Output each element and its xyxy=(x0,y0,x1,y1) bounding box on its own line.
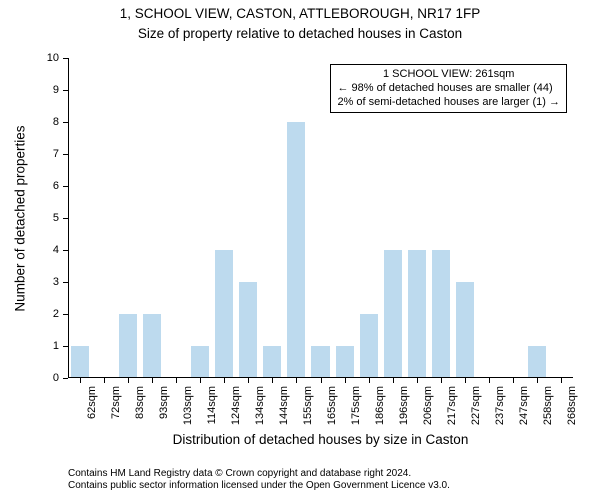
x-tick-mark xyxy=(489,378,490,383)
y-tick-mark xyxy=(63,154,68,155)
info-line-2: ← 98% of detached houses are smaller (44… xyxy=(337,82,560,96)
bar xyxy=(432,250,450,378)
x-tick-mark xyxy=(513,378,514,383)
bar xyxy=(528,346,546,378)
bar xyxy=(360,314,378,378)
bar xyxy=(384,250,402,378)
x-tick-mark xyxy=(345,378,346,383)
x-tick-mark xyxy=(417,378,418,383)
x-tick-mark xyxy=(248,378,249,383)
x-tick-label: 175sqm xyxy=(350,386,362,436)
x-tick-label: 124sqm xyxy=(230,386,242,436)
x-tick-mark xyxy=(296,378,297,383)
y-axis-title: Number of detached properties xyxy=(13,59,28,379)
y-tick-label: 2 xyxy=(35,308,59,320)
y-tick-label: 1 xyxy=(35,340,59,352)
bar xyxy=(456,282,474,378)
x-tick-mark xyxy=(272,378,273,383)
bar xyxy=(119,314,137,378)
y-tick-mark xyxy=(63,282,68,283)
y-tick-mark xyxy=(63,346,68,347)
y-tick-label: 0 xyxy=(35,372,59,384)
x-tick-mark xyxy=(80,378,81,383)
x-tick-mark xyxy=(321,378,322,383)
bar xyxy=(336,346,354,378)
x-tick-label: 93sqm xyxy=(158,386,170,436)
x-tick-label: 227sqm xyxy=(470,386,482,436)
y-tick-label: 7 xyxy=(35,148,59,160)
x-tick-mark xyxy=(369,378,370,383)
bar xyxy=(143,314,161,378)
bar xyxy=(215,250,233,378)
plot-area: 012345678910 62sqm72sqm83sqm93sqm103sqm1… xyxy=(68,58,573,378)
x-tick-mark xyxy=(104,378,105,383)
chart-subtitle: Size of property relative to detached ho… xyxy=(0,26,600,41)
x-tick-mark xyxy=(561,378,562,383)
y-tick-mark xyxy=(63,378,68,379)
y-tick-mark xyxy=(63,90,68,91)
y-tick-label: 6 xyxy=(35,180,59,192)
y-tick-mark xyxy=(63,186,68,187)
x-tick-label: 206sqm xyxy=(422,386,434,436)
y-tick-mark xyxy=(63,122,68,123)
chart-title: 1, SCHOOL VIEW, CASTON, ATTLEBOROUGH, NR… xyxy=(0,6,600,21)
bar xyxy=(71,346,89,378)
bar xyxy=(239,282,257,378)
footer-line-1: Contains HM Land Registry data © Crown c… xyxy=(68,468,450,480)
x-tick-mark xyxy=(128,378,129,383)
x-tick-label: 268sqm xyxy=(566,386,578,436)
y-tick-label: 10 xyxy=(35,52,59,64)
x-tick-mark xyxy=(537,378,538,383)
x-tick-label: 217sqm xyxy=(446,386,458,436)
x-axis-title: Distribution of detached houses by size … xyxy=(68,432,573,447)
x-tick-mark xyxy=(152,378,153,383)
x-tick-label: 62sqm xyxy=(86,386,98,436)
info-box: 1 SCHOOL VIEW: 261sqm ← 98% of detached … xyxy=(330,64,567,113)
y-tick-mark xyxy=(63,58,68,59)
x-tick-label: 165sqm xyxy=(326,386,338,436)
x-tick-label: 134sqm xyxy=(254,386,266,436)
y-tick-mark xyxy=(63,250,68,251)
x-tick-mark xyxy=(465,378,466,383)
chart-container: { "layout": { "plot": { "left": 68, "top… xyxy=(0,0,600,500)
y-tick-label: 9 xyxy=(35,84,59,96)
x-tick-label: 114sqm xyxy=(206,386,218,436)
x-tick-mark xyxy=(200,378,201,383)
x-tick-label: 72sqm xyxy=(110,386,122,436)
y-tick-label: 4 xyxy=(35,244,59,256)
x-tick-mark xyxy=(393,378,394,383)
info-line-3: 2% of semi-detached houses are larger (1… xyxy=(337,96,560,110)
bar xyxy=(408,250,426,378)
x-tick-mark xyxy=(224,378,225,383)
bar xyxy=(191,346,209,378)
info-line-1: 1 SCHOOL VIEW: 261sqm xyxy=(337,68,560,82)
x-tick-label: 237sqm xyxy=(494,386,506,436)
x-tick-label: 258sqm xyxy=(542,386,554,436)
y-tick-mark xyxy=(63,218,68,219)
x-tick-label: 83sqm xyxy=(134,386,146,436)
x-tick-label: 103sqm xyxy=(182,386,194,436)
bar xyxy=(263,346,281,378)
y-tick-label: 5 xyxy=(35,212,59,224)
bar xyxy=(287,122,305,378)
x-tick-mark xyxy=(441,378,442,383)
x-tick-label: 247sqm xyxy=(518,386,530,436)
bar xyxy=(311,346,329,378)
x-tick-label: 196sqm xyxy=(398,386,410,436)
footer-attribution: Contains HM Land Registry data © Crown c… xyxy=(68,468,450,492)
x-tick-mark xyxy=(176,378,177,383)
y-axis-line xyxy=(68,58,69,378)
y-tick-label: 8 xyxy=(35,116,59,128)
x-tick-label: 186sqm xyxy=(374,386,386,436)
x-tick-label: 144sqm xyxy=(278,386,290,436)
x-tick-label: 155sqm xyxy=(302,386,314,436)
y-tick-label: 3 xyxy=(35,276,59,288)
footer-line-2: Contains public sector information licen… xyxy=(68,480,450,492)
y-tick-mark xyxy=(63,314,68,315)
